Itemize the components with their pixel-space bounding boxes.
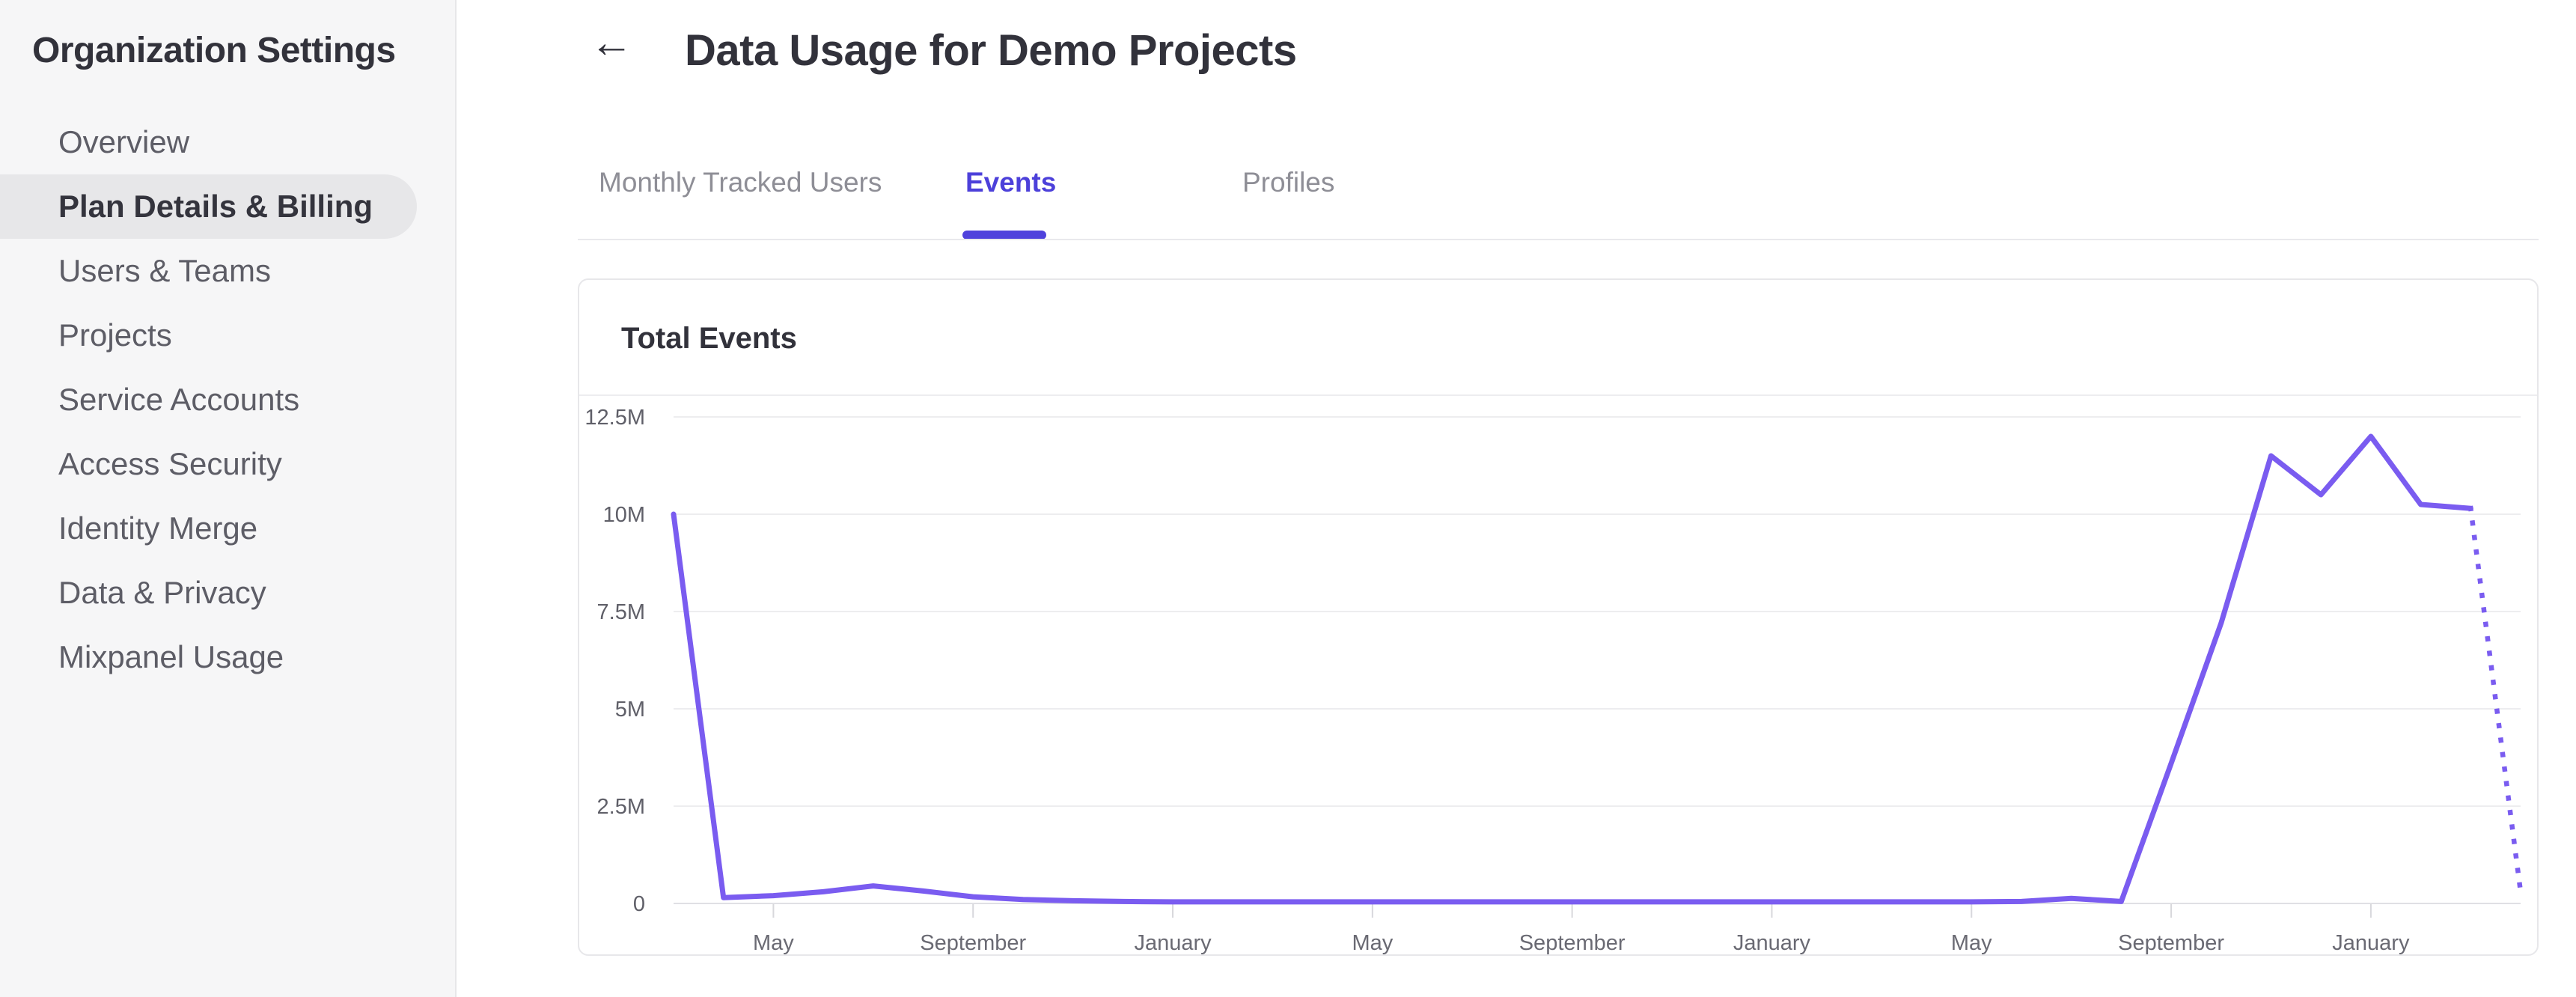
x-axis-label-8: January [2332,931,2410,954]
y-axis-label-12.5M: 12.5M [585,406,645,430]
sidebar-item-projects[interactable]: Projects [58,317,172,353]
sidebar-item-overview[interactable]: Overview [58,124,190,159]
tab-profiles[interactable]: Profiles [1242,167,1335,198]
y-axis-label-2.5M: 2.5M [597,795,645,819]
total-events-card: Total Events 0 2.5M 5M 7.5M 10M 12.5M May Septe… [578,278,2539,956]
y-axis-label-10M: 10M [603,503,645,527]
sidebar-item-access-security[interactable]: Access Security [58,446,282,481]
x-axis-label-5: January [1733,931,1811,954]
x-axis-label-6: May [1951,931,1992,954]
events-series-line [671,433,2473,905]
x-axis-label-1: September [920,931,1026,954]
tab-events[interactable]: Events [965,167,1057,198]
tabbar-divider [578,239,2539,240]
sidebar: Organization Settings Overview Plan Deta… [0,0,457,997]
page-title: Data Usage for Demo Projects [685,26,1297,75]
y-axis-label-7.5M: 7.5M [597,600,645,624]
active-tab-underline [962,231,1046,240]
y-axis-label-5M: 5M [615,698,645,722]
x-axis-label-3: May [1352,931,1393,954]
card-header: Total Events [579,280,2537,396]
sidebar-item-data-privacy[interactable]: Data & Privacy [58,575,266,610]
events-series-projected-dotted [2467,505,2524,895]
x-axis-label-0: May [753,931,794,954]
back-arrow-icon[interactable]: ← [590,18,633,67]
x-axis-label-7: September [2118,931,2224,954]
y-axis-label-0: 0 [633,892,645,916]
tab-monthly-tracked-users[interactable]: Monthly Tracked Users [599,167,882,198]
x-axis-label-2: January [1134,931,1212,954]
sidebar-title: Organization Settings [32,31,396,70]
card-title: Total Events [621,322,797,355]
sidebar-item-plan-details-billing[interactable]: Plan Details & Billing [0,174,417,239]
total-events-chart[interactable]: 0 2.5M 5M 7.5M 10M 12.5M May September January Ma… [579,280,2537,954]
sidebar-item-users-teams[interactable]: Users & Teams [58,253,271,288]
x-axis-label-4: September [1519,931,1626,954]
sidebar-item-identity-merge[interactable]: Identity Merge [58,510,258,546]
sidebar-nav: Overview Plan Details & Billing Users & … [0,110,457,689]
sidebar-item-mixpanel-usage[interactable]: Mixpanel Usage [58,639,284,674]
sidebar-item-service-accounts[interactable]: Service Accounts [58,382,300,417]
